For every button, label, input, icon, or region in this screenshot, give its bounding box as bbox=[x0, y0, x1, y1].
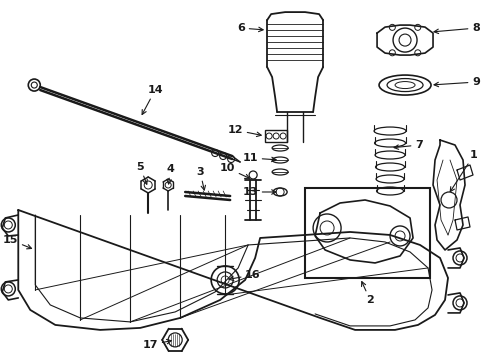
Text: 4: 4 bbox=[166, 164, 174, 184]
Text: 11: 11 bbox=[243, 153, 276, 163]
Text: 6: 6 bbox=[237, 23, 263, 33]
Text: 1: 1 bbox=[450, 150, 478, 192]
Text: 7: 7 bbox=[394, 140, 423, 150]
Text: 13: 13 bbox=[243, 187, 276, 197]
Text: 16: 16 bbox=[229, 270, 261, 281]
Text: 2: 2 bbox=[362, 282, 374, 305]
Text: 5: 5 bbox=[136, 162, 147, 184]
Text: 10: 10 bbox=[220, 163, 249, 179]
Bar bbox=[305, 188, 430, 278]
Text: 9: 9 bbox=[434, 77, 480, 87]
Text: 8: 8 bbox=[434, 23, 480, 33]
Text: 15: 15 bbox=[3, 235, 31, 249]
Text: 17: 17 bbox=[143, 339, 171, 350]
Bar bbox=[265, 130, 287, 142]
Text: 12: 12 bbox=[228, 125, 261, 136]
Text: 3: 3 bbox=[196, 167, 205, 190]
Text: 14: 14 bbox=[142, 85, 163, 114]
